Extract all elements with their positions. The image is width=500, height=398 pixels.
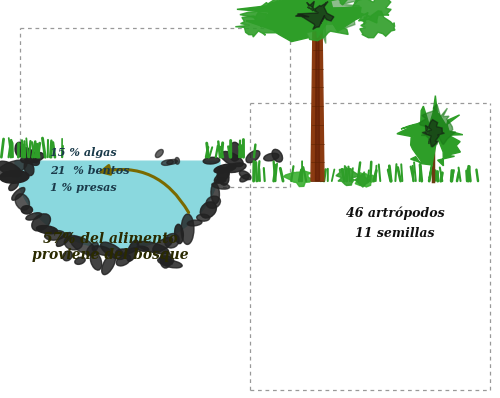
Ellipse shape <box>136 246 148 251</box>
Ellipse shape <box>36 226 58 234</box>
Ellipse shape <box>0 160 27 177</box>
Ellipse shape <box>24 149 34 158</box>
Ellipse shape <box>20 152 44 163</box>
Polygon shape <box>240 0 304 32</box>
Ellipse shape <box>90 252 102 270</box>
Polygon shape <box>342 0 391 23</box>
Ellipse shape <box>153 238 172 252</box>
Polygon shape <box>355 173 375 187</box>
Ellipse shape <box>225 163 246 172</box>
Ellipse shape <box>26 213 42 220</box>
Ellipse shape <box>0 161 22 177</box>
Polygon shape <box>236 12 283 37</box>
Ellipse shape <box>216 178 226 183</box>
Polygon shape <box>237 0 394 42</box>
Polygon shape <box>294 9 348 41</box>
Ellipse shape <box>116 249 130 256</box>
Polygon shape <box>360 11 395 38</box>
Ellipse shape <box>21 206 32 214</box>
Ellipse shape <box>264 153 279 161</box>
Ellipse shape <box>175 158 180 164</box>
Ellipse shape <box>160 251 172 268</box>
Ellipse shape <box>246 150 260 163</box>
Ellipse shape <box>158 258 172 265</box>
Ellipse shape <box>240 174 249 182</box>
Ellipse shape <box>63 251 72 261</box>
Ellipse shape <box>203 157 220 164</box>
Ellipse shape <box>214 164 236 173</box>
Text: 57% del alimento
proviene del bosque: 57% del alimento proviene del bosque <box>32 232 188 262</box>
Ellipse shape <box>64 236 82 250</box>
Ellipse shape <box>137 242 168 254</box>
Ellipse shape <box>206 196 220 208</box>
Ellipse shape <box>164 234 179 248</box>
Polygon shape <box>336 166 360 185</box>
Polygon shape <box>272 0 317 4</box>
Ellipse shape <box>161 260 182 268</box>
Ellipse shape <box>196 214 210 221</box>
Ellipse shape <box>102 254 116 275</box>
Ellipse shape <box>12 187 25 200</box>
Ellipse shape <box>218 167 229 185</box>
Ellipse shape <box>0 170 29 183</box>
Ellipse shape <box>32 214 50 231</box>
Ellipse shape <box>214 171 230 183</box>
Ellipse shape <box>44 230 65 240</box>
Ellipse shape <box>15 142 24 157</box>
Ellipse shape <box>240 171 251 180</box>
Ellipse shape <box>124 248 136 254</box>
Ellipse shape <box>272 149 282 162</box>
Ellipse shape <box>92 246 112 256</box>
Ellipse shape <box>127 240 138 261</box>
Ellipse shape <box>167 160 177 164</box>
Ellipse shape <box>156 150 164 158</box>
Ellipse shape <box>70 236 96 255</box>
Text: 15 % algas
21  % bentos
1 % presas: 15 % algas 21 % bentos 1 % presas <box>50 147 130 193</box>
Text: 46 artrópodos
11 semillas: 46 artrópodos 11 semillas <box>346 206 444 240</box>
Ellipse shape <box>229 142 240 161</box>
Ellipse shape <box>86 242 98 256</box>
Ellipse shape <box>116 255 130 266</box>
Ellipse shape <box>211 183 220 204</box>
Polygon shape <box>284 170 312 187</box>
Ellipse shape <box>15 194 30 210</box>
Ellipse shape <box>174 224 184 244</box>
Ellipse shape <box>200 202 216 218</box>
Polygon shape <box>15 161 220 249</box>
Ellipse shape <box>24 161 34 176</box>
Polygon shape <box>316 22 320 181</box>
Ellipse shape <box>220 152 243 166</box>
Polygon shape <box>311 22 324 181</box>
Ellipse shape <box>20 148 40 166</box>
Polygon shape <box>419 104 456 147</box>
Ellipse shape <box>75 257 85 264</box>
Ellipse shape <box>181 214 194 244</box>
Ellipse shape <box>56 232 72 246</box>
Ellipse shape <box>212 183 230 189</box>
Ellipse shape <box>9 181 18 191</box>
Ellipse shape <box>188 220 202 226</box>
Ellipse shape <box>31 154 38 163</box>
Ellipse shape <box>100 242 124 259</box>
Polygon shape <box>278 0 374 43</box>
Ellipse shape <box>162 160 173 166</box>
Ellipse shape <box>160 256 173 263</box>
Polygon shape <box>397 96 463 178</box>
Polygon shape <box>422 119 444 147</box>
Polygon shape <box>296 1 334 29</box>
Polygon shape <box>354 172 369 187</box>
Polygon shape <box>317 0 373 5</box>
